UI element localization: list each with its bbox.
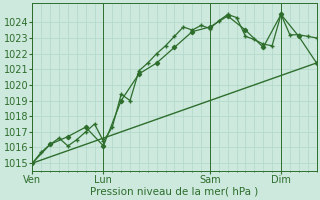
- X-axis label: Pression niveau de la mer( hPa ): Pression niveau de la mer( hPa ): [90, 187, 259, 197]
